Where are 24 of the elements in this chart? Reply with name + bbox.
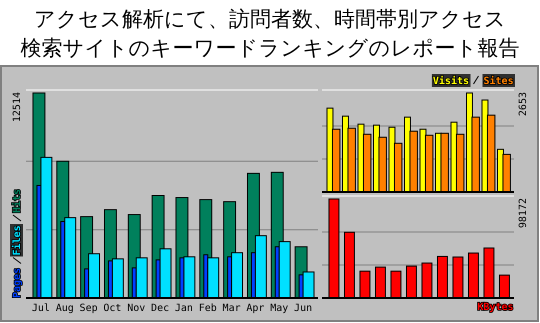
x-tick-label: Aug	[56, 303, 74, 314]
text: 12514	[12, 92, 23, 122]
text: 2653	[518, 92, 529, 116]
text: Hits	[12, 188, 23, 213]
chart-title: アクセス解析にて、訪問者数、時間帯別アクセス	[34, 7, 506, 31]
x-tick-label: Jul	[32, 303, 50, 314]
x-tick-label: Sep	[80, 303, 98, 314]
x-tick-label: Apr	[246, 303, 264, 314]
x-tick-label: Dec	[151, 303, 170, 314]
x-tick-label: Nov	[127, 303, 146, 314]
series-label: Visits	[432, 75, 470, 87]
x-tick-label: Oct	[103, 303, 122, 314]
x-tick-label: Jan	[174, 303, 193, 314]
x-tick-label: Mar	[222, 303, 241, 314]
legend-label: Pages	[12, 268, 23, 298]
x-tick-label: Feb	[198, 303, 217, 314]
text: 98172	[518, 198, 529, 228]
legend: KBytes	[477, 302, 514, 313]
x-tick-label: Jun	[294, 303, 312, 314]
x-tick-label: May	[270, 303, 288, 314]
legend-label: Files	[11, 225, 23, 256]
legend: Visits Sites	[432, 74, 515, 87]
chart-subtitle: 検索サイトのキーワードランキングのレポート報告	[20, 36, 520, 60]
legend-label: Sites	[484, 75, 514, 87]
